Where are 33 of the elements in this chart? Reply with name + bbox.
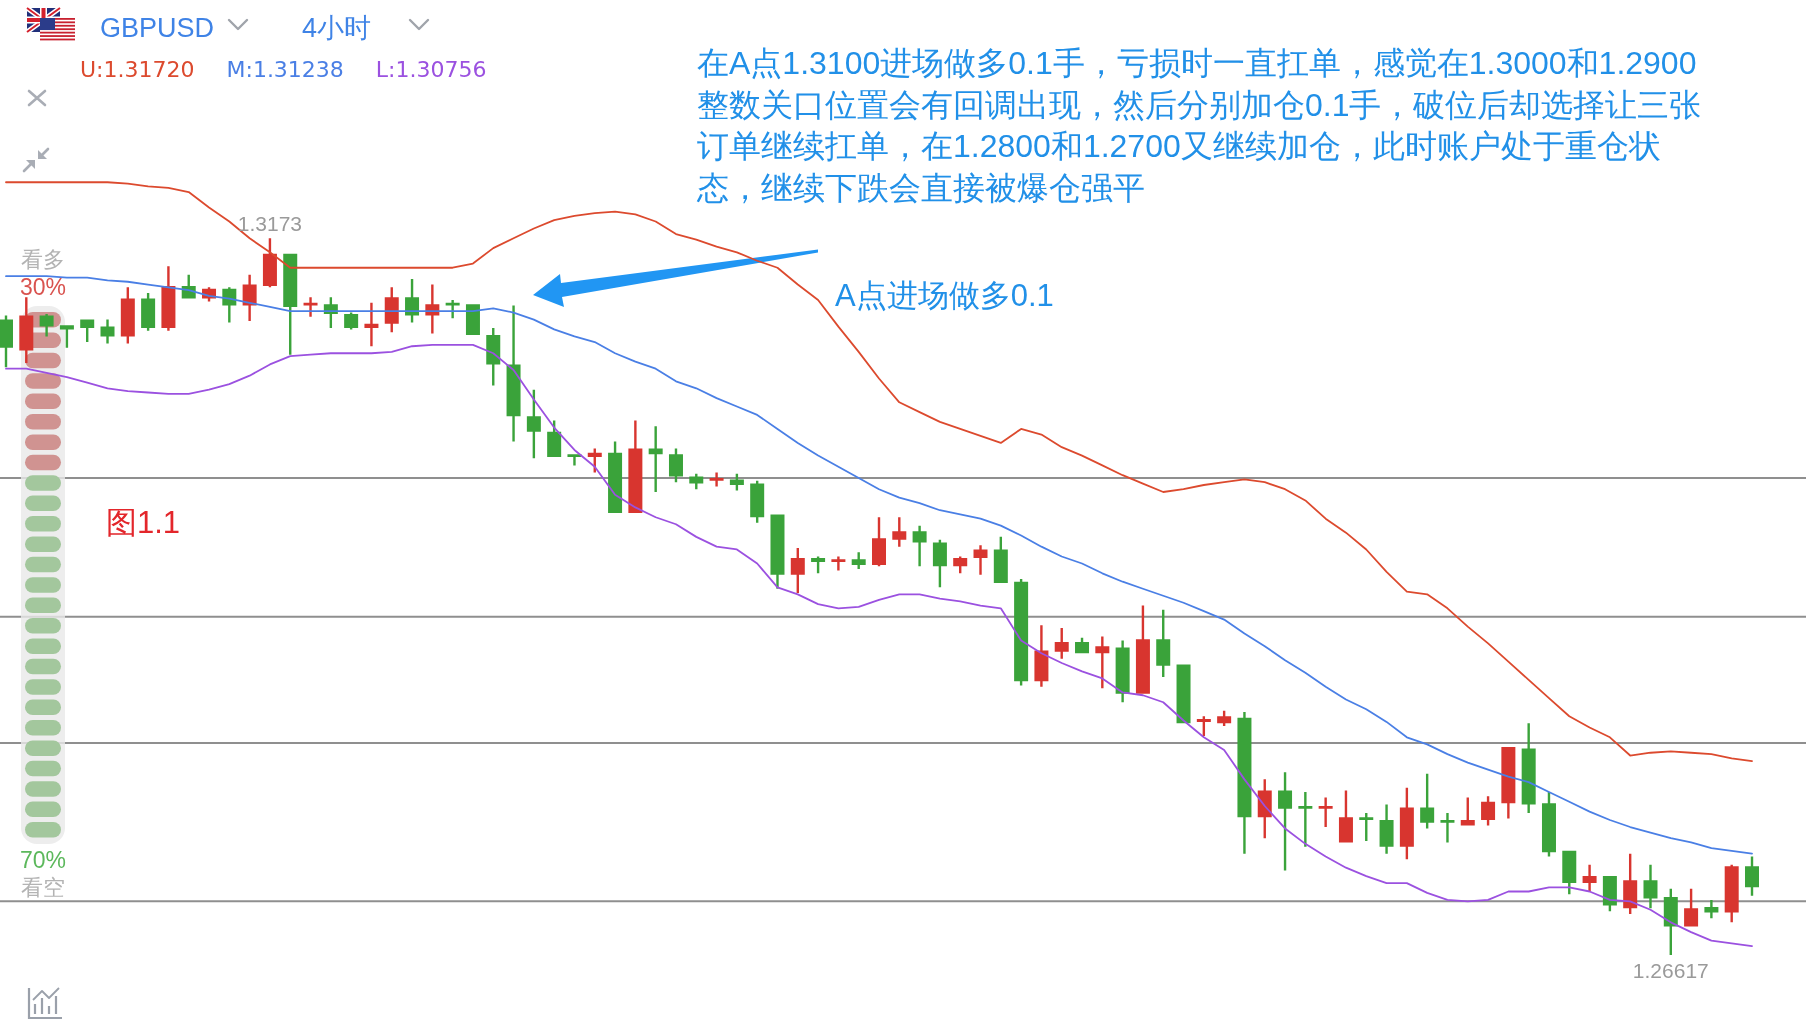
text: L:1.30756 (375, 57, 487, 82)
annotation: 30% (19, 274, 67, 300)
candlestick (1298, 791, 1313, 847)
candlestick (1318, 797, 1333, 828)
candlestick (19, 297, 34, 364)
candlestick (39, 313, 54, 337)
annotation: 看多 (21, 247, 65, 272)
annotation: 1.3173 (237, 212, 303, 236)
chart-title: GBPUSD (100, 13, 215, 43)
candlestick (1440, 813, 1455, 843)
candlestick (1095, 636, 1110, 689)
text: 在A点1.3100进场做多0.1手，亏损时一直扛单，感觉在1.3000和1.2900整数关口位置会有回调出现，然后分别加仓0.1手，破位后却选择让三张订单继续扛单，在1.2800和1.2700又继续加仓，此时账户处于重仓状态，继续下跌会直接被爆仓强平 (696, 45, 1702, 206)
candlestick (709, 472, 724, 487)
candlestick (648, 426, 663, 493)
candlestick (364, 302, 379, 347)
candlestick (1704, 899, 1719, 919)
candlestick (973, 545, 988, 575)
candlestick (1379, 804, 1394, 854)
annotation: 图1.1 (106, 505, 181, 540)
candlestick (1643, 864, 1658, 909)
candlestick (851, 552, 866, 570)
annotation: A点进场做多0.1 (835, 278, 1054, 313)
annotation: 1.26617 (1632, 959, 1709, 982)
candlestick (912, 525, 927, 567)
candlestick (567, 454, 582, 466)
candlestick (831, 556, 846, 571)
chart-subtitle: 4小时 (302, 13, 372, 43)
text: U:1.31720 (80, 57, 195, 82)
candlestick (1582, 864, 1597, 892)
candlestick (892, 517, 907, 547)
text: M:1.31238 (226, 57, 344, 82)
annotation: 看空 (21, 875, 65, 900)
annotation: 70% (19, 847, 67, 873)
